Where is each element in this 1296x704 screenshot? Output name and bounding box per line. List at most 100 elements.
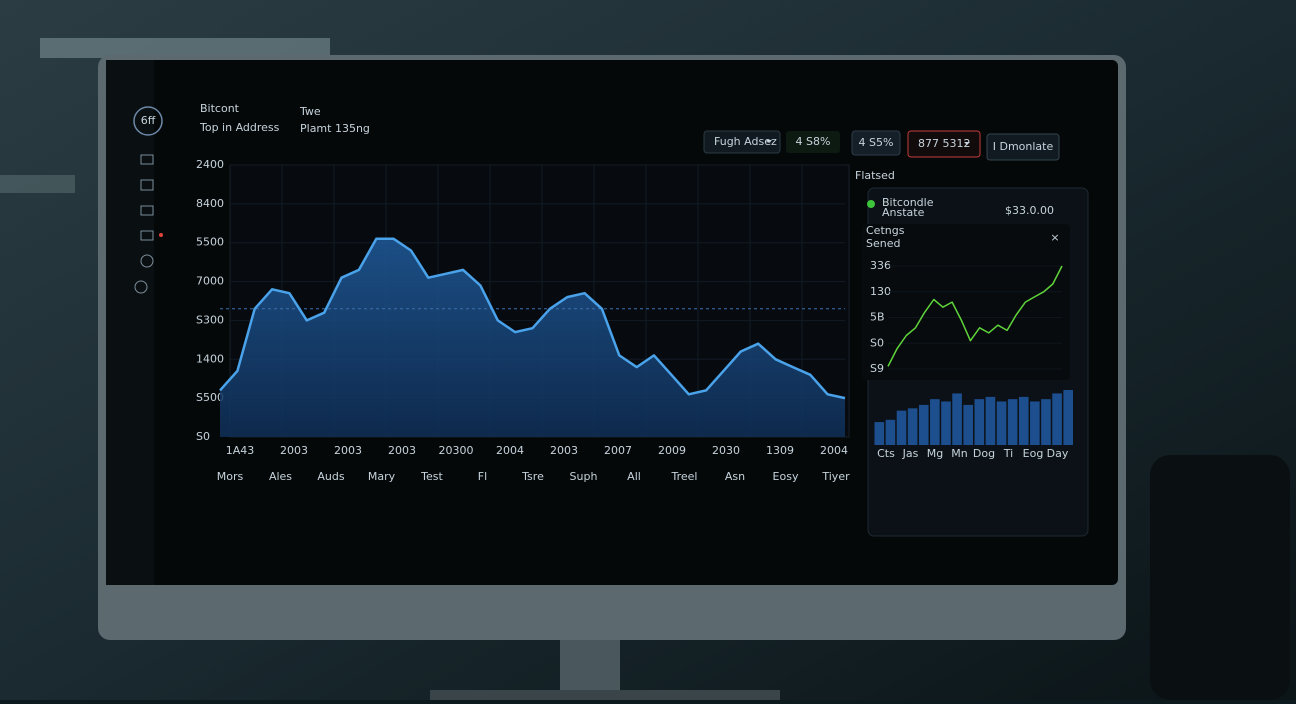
x-year-label: 2009: [658, 444, 686, 457]
x-year-label: 1309: [766, 444, 794, 457]
x-year-label: 1A43: [226, 444, 255, 457]
nav-icon[interactable]: [140, 205, 154, 216]
close-button[interactable]: ×: [1050, 231, 1059, 244]
main-chart: S0 S500 1400 S300 7000 5500 8400 2400 1A43 2003 20…: [196, 158, 850, 483]
y-tick-label: 336: [870, 259, 891, 272]
x-tick-label: Dog: [973, 447, 995, 460]
x-month-label: Mors: [217, 470, 244, 483]
change-chip: [851, 130, 901, 156]
price: $33.0.00: [1005, 204, 1054, 217]
x-month-label: All: [627, 470, 641, 483]
change-text: 4 S8%: [796, 135, 831, 148]
coin-sub: Anstate: [882, 206, 925, 219]
bar: [1041, 399, 1051, 445]
x-tick-label: Day: [1047, 447, 1069, 460]
bar: [985, 396, 996, 445]
x-month-label: Treel: [671, 470, 698, 483]
x-month-label: Suph: [570, 470, 598, 483]
y-tick-label: S500: [196, 391, 224, 404]
bar: [963, 404, 973, 445]
bar: [930, 399, 940, 445]
select[interactable]: [907, 130, 981, 158]
bar: [996, 401, 1007, 445]
x-month-label: Test: [420, 470, 443, 483]
x-month-label: Tiyer: [821, 470, 850, 483]
sidebar: [106, 60, 154, 585]
bar: [896, 410, 907, 445]
notification-dot: [159, 233, 163, 237]
line: [887, 265, 1063, 367]
panel-heading: Flatsed: [855, 169, 895, 182]
y-tick-label: S9: [870, 362, 884, 375]
line: [219, 237, 846, 400]
monitor-stand: [560, 630, 620, 700]
card-label: Cetngs: [866, 224, 905, 237]
button[interactable]: [986, 133, 1060, 161]
card-title: Sened: [866, 237, 900, 250]
change-text: 4 S5%: [859, 136, 894, 149]
wall-light: [0, 175, 75, 193]
bar: [1018, 396, 1029, 445]
y-tick-label: 130: [870, 285, 891, 298]
nav-icon[interactable]: [140, 230, 154, 241]
coin: Bitcondle: [882, 196, 934, 209]
x-year-label: 2030: [712, 444, 740, 457]
x-month-label: Tsre: [521, 470, 544, 483]
dropdown-text: Fugh Adsez: [714, 135, 777, 148]
bar: [1007, 399, 1018, 445]
x-tick-label: Cts: [877, 447, 895, 460]
bar: [1063, 390, 1073, 445]
bar: [918, 404, 929, 445]
chair: [1150, 455, 1290, 700]
y-tick-label: S0: [870, 336, 884, 349]
bar: [1030, 401, 1040, 445]
x-year-label: 2003: [550, 444, 578, 457]
status-dot: [867, 200, 875, 208]
caret: [766, 140, 772, 143]
x-month-label: Auds: [317, 470, 344, 483]
caret: [964, 142, 970, 145]
x-month-label: Fl: [478, 470, 487, 483]
badge-text: 6ff: [141, 114, 156, 127]
bar: [907, 408, 918, 445]
bar: [1052, 393, 1062, 445]
y-tick-label: 1400: [196, 352, 224, 365]
x-year-label: 2007: [604, 444, 632, 457]
bar: [941, 401, 951, 445]
bar: [952, 393, 962, 445]
y-tick-label: S0: [196, 430, 210, 443]
brand: Bitcont: [200, 102, 240, 115]
bar: [974, 399, 985, 445]
x-year-label: 2003: [280, 444, 308, 457]
nav-icon[interactable]: [140, 154, 154, 165]
ceiling-light: [40, 38, 330, 58]
x-tick-label: Mg: [927, 447, 943, 460]
card: [862, 224, 1070, 380]
y-tick-label: 8400: [196, 197, 224, 210]
bar: [874, 422, 885, 445]
badge[interactable]: [133, 106, 163, 136]
x-year-label: 2004: [496, 444, 524, 457]
x-year-label: 20300: [439, 444, 474, 457]
nav-icon[interactable]: [140, 179, 154, 191]
x-month-label: Ales: [269, 470, 292, 483]
subtitle: Top in Address: [199, 121, 280, 134]
x-tick-label: Mn: [951, 447, 967, 460]
y-tick-label: 2400: [196, 158, 224, 171]
x-year-label: 2003: [388, 444, 416, 457]
x-month-label: Mary: [368, 470, 396, 483]
button-text: I Dmonlate: [993, 140, 1054, 153]
area: [220, 238, 845, 437]
nav-icon[interactable]: [134, 280, 148, 294]
nav-icon[interactable]: [140, 254, 154, 268]
change-chip: [786, 131, 840, 153]
mini-bar-chart: Cts Jas Mg Mn Dog Ti Eog Day: [874, 390, 1073, 460]
y-tick-label: 5500: [196, 236, 224, 249]
dropdown[interactable]: [703, 130, 781, 154]
x-year-label: 2004: [820, 444, 848, 457]
y-tick-label: 7000: [196, 275, 224, 288]
monitor-base: [430, 690, 780, 700]
y-tick-label: 5B: [870, 311, 885, 324]
y-tick-label: S300: [196, 313, 224, 326]
